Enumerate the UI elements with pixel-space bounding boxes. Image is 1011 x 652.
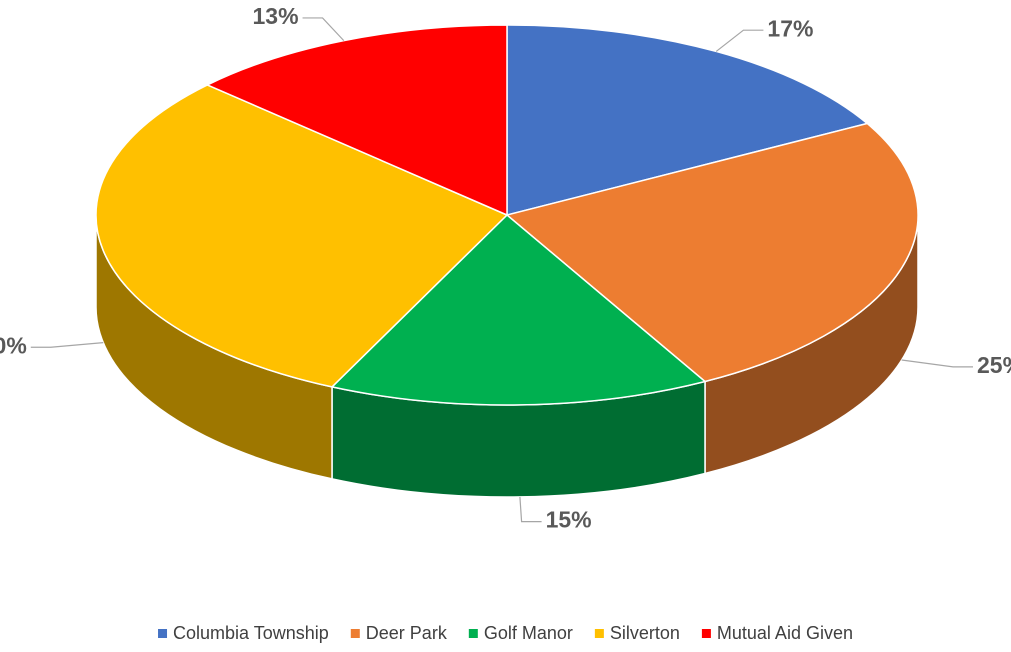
legend-swatch [701, 629, 711, 638]
legend: Columbia Township Deer Park Golf Manor Silv… [158, 623, 853, 643]
leader-line [30, 342, 104, 348]
slice [330, 213, 707, 406]
slice [95, 84, 509, 388]
legend-label: Columbia Township [173, 623, 329, 643]
legend-label: Silverton [610, 623, 680, 643]
slice [205, 24, 508, 217]
slice [505, 122, 919, 383]
legend-label: Golf Manor [484, 623, 573, 643]
data-label: 15% [546, 507, 592, 533]
data-label: 25% [977, 352, 1011, 378]
legend-swatch [158, 629, 168, 638]
legend-swatch [468, 629, 478, 638]
data-label: 13% [253, 3, 299, 29]
data-label: 17% [767, 15, 813, 41]
leader-line [519, 496, 542, 523]
leader-line [901, 359, 973, 368]
slice [506, 24, 869, 216]
legend-label: Deer Park [366, 623, 448, 643]
leader-line [715, 29, 764, 52]
legend-swatch [594, 629, 604, 638]
data-label: 30% [0, 332, 27, 358]
legend-label: Mutual Aid Given [717, 623, 853, 643]
legend-swatch [350, 629, 360, 638]
leader-line [302, 17, 345, 42]
